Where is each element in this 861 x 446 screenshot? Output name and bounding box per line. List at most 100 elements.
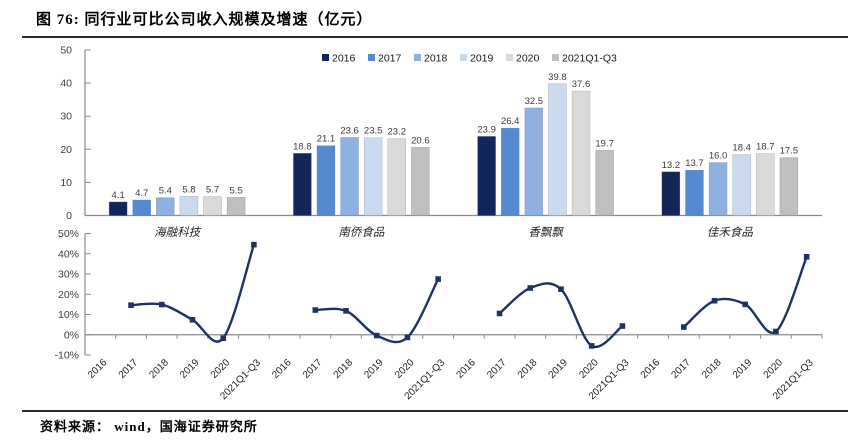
- bar-2020-香飘飘: [571, 90, 591, 216]
- line-x-label-1: 2017: [117, 357, 141, 381]
- bar-2016-南侨食品: [293, 153, 312, 216]
- legend-label-2016: 2016: [332, 53, 356, 65]
- growth-marker-佳禾食品-1: [711, 297, 718, 304]
- line-y-tick-label-0%: 0%: [64, 329, 79, 341]
- bar-2017-海融科技: [132, 199, 151, 216]
- line-x-label-21: 2019: [731, 357, 755, 381]
- bar-y-tick-label-30: 30: [60, 111, 72, 123]
- line-x-label-7: 2017: [301, 357, 325, 381]
- bar-value-label-2019-南侨食品: 23.5: [364, 126, 383, 137]
- bar-2019-南侨食品: [363, 137, 383, 216]
- growth-line-香飘飘: [498, 282, 624, 349]
- growth-line-南侨食品: [314, 277, 440, 344]
- growth-marker-南侨食品-0: [312, 307, 319, 313]
- line-x-label-16: 2020: [577, 357, 601, 381]
- legend-swatch-2021Q1-Q3: [552, 54, 559, 61]
- source-line: 资料来源： wind，国海证券研究所: [40, 419, 258, 434]
- bar-value-label-2016-香飘飘: 23.9: [477, 124, 496, 135]
- line-x-label-10: 2020: [393, 357, 417, 381]
- bar-value-label-2021Q1-Q3-海融科技: 5.5: [230, 185, 243, 196]
- bar-2016-香飘飘: [477, 136, 496, 216]
- line-x-label-20: 2018: [700, 357, 724, 381]
- line-x-label-13: 2017: [485, 357, 509, 381]
- growth-marker-香飘飘-4: [619, 323, 626, 329]
- bar-2017-佳禾食品: [685, 169, 704, 216]
- bar-value-label-2020-南侨食品: 23.2: [388, 127, 407, 138]
- line-x-label-2: 2018: [147, 357, 171, 381]
- bar-value-label-2018-海融科技: 5.4: [159, 186, 172, 197]
- line-y-tick-label-10%: 10%: [58, 309, 79, 321]
- line-x-label-6: 2016: [270, 357, 294, 381]
- bar-2021Q1-Q3-南侨食品: [411, 147, 430, 216]
- bar-value-label-2017-南侨食品: 21.1: [317, 134, 336, 145]
- bar-value-label-2017-海融科技: 4.7: [135, 188, 148, 199]
- category-label-南侨食品: 南侨食品: [338, 226, 384, 239]
- growth-line-佳禾食品: [682, 255, 808, 335]
- bar-2018-佳禾食品: [708, 162, 728, 216]
- bar-value-label-2016-南侨食品: 18.8: [293, 141, 312, 152]
- line-x-label-8: 2018: [332, 357, 356, 381]
- bar-value-label-2017-佳禾食品: 13.7: [685, 158, 704, 169]
- growth-marker-海融科技-0: [128, 302, 134, 308]
- line-x-label-3: 2019: [178, 357, 202, 381]
- bar-2020-佳禾食品: [756, 153, 775, 216]
- title-divider: [22, 36, 848, 38]
- line-y-tick-label-30%: 30%: [58, 269, 79, 281]
- growth-marker-香飘飘-1: [527, 285, 534, 291]
- charts-canvas: 2016 2017 2018 2019 2020 2021Q1-Q301020304050…: [54, 45, 823, 402]
- legend-swatch-2017: [368, 54, 375, 61]
- bar-value-label-2020-海融科技: 5.7: [206, 185, 219, 196]
- bar-value-label-2020-佳禾食品: 18.7: [756, 142, 775, 153]
- line-y-tick-label-40%: 40%: [58, 248, 79, 260]
- growth-marker-香飘飘-0: [496, 310, 503, 317]
- bar-2020-海融科技: [203, 196, 222, 216]
- category-label-香飘飘: 香飘飘: [528, 226, 564, 239]
- growth-marker-南侨食品-4: [435, 276, 441, 282]
- growth-marker-南侨食品-3: [404, 334, 411, 341]
- bar-value-label-2018-香飘飘: 32.5: [525, 96, 544, 107]
- line-x-label-0: 2016: [86, 357, 110, 381]
- bar-2017-南侨食品: [316, 145, 336, 216]
- legend-label-2019: 2019: [470, 53, 494, 65]
- bar-value-label-2017-香飘飘: 26.4: [501, 116, 520, 127]
- bar-value-label-2021Q1-Q3-佳禾食品: 17.5: [780, 146, 799, 157]
- bar-2021Q1-Q3-海融科技: [226, 197, 246, 216]
- bar-2016-佳禾食品: [661, 171, 681, 216]
- bar-value-label-2021Q1-Q3-南侨食品: 20.6: [411, 135, 430, 146]
- bar-value-label-2021Q1-Q3-香飘飘: 19.7: [595, 138, 614, 149]
- bar-value-label-2018-佳禾食品: 16.0: [709, 151, 728, 162]
- footer-divider: [22, 410, 848, 412]
- legend-swatch-2020: [506, 54, 513, 61]
- legend-swatch-2018: [414, 54, 421, 61]
- growth-marker-海融科技-1: [158, 301, 165, 308]
- line-x-label-14: 2018: [516, 357, 540, 381]
- line-x-label-9: 2019: [362, 357, 386, 381]
- bar-value-label-2019-海融科技: 5.8: [182, 184, 195, 195]
- bar-2018-香飘飘: [524, 107, 544, 216]
- line-x-label-4: 2020: [209, 357, 233, 381]
- growth-marker-佳禾食品-3: [773, 328, 779, 335]
- bar-2019-香飘飘: [548, 83, 567, 216]
- growth-marker-佳禾食品-2: [742, 301, 749, 308]
- growth-marker-南侨食品-2: [373, 332, 380, 339]
- growth-marker-佳禾食品-4: [803, 253, 810, 260]
- bar-2018-南侨食品: [340, 137, 359, 216]
- bar-value-label-2016-佳禾食品: 13.2: [662, 160, 681, 171]
- category-label-海融科技: 海融科技: [154, 226, 201, 239]
- line-y-tick-label--10%: -10%: [54, 350, 79, 362]
- category-label-佳禾食品: 佳禾食品: [707, 226, 753, 239]
- line-y-tick-label-50%: 50%: [58, 228, 79, 240]
- bar-2019-佳禾食品: [732, 154, 751, 216]
- bar-2020-南侨食品: [387, 138, 407, 216]
- legend-label-2020: 2020: [516, 53, 540, 65]
- figure-title: 图 76: 同行业可比公司收入规模及增速（亿元）: [36, 12, 373, 28]
- line-x-label-22: 2020: [762, 357, 786, 381]
- legend-label-2017: 2017: [378, 53, 402, 65]
- line-x-label-12: 2016: [454, 357, 478, 381]
- growth-marker-海融科技-2: [189, 316, 196, 323]
- growth-marker-佳禾食品-0: [681, 324, 687, 330]
- bar-2021Q1-Q3-香飘飘: [595, 150, 614, 216]
- legend-swatch-2016: [322, 54, 329, 61]
- line-x-label-18: 2016: [639, 357, 663, 381]
